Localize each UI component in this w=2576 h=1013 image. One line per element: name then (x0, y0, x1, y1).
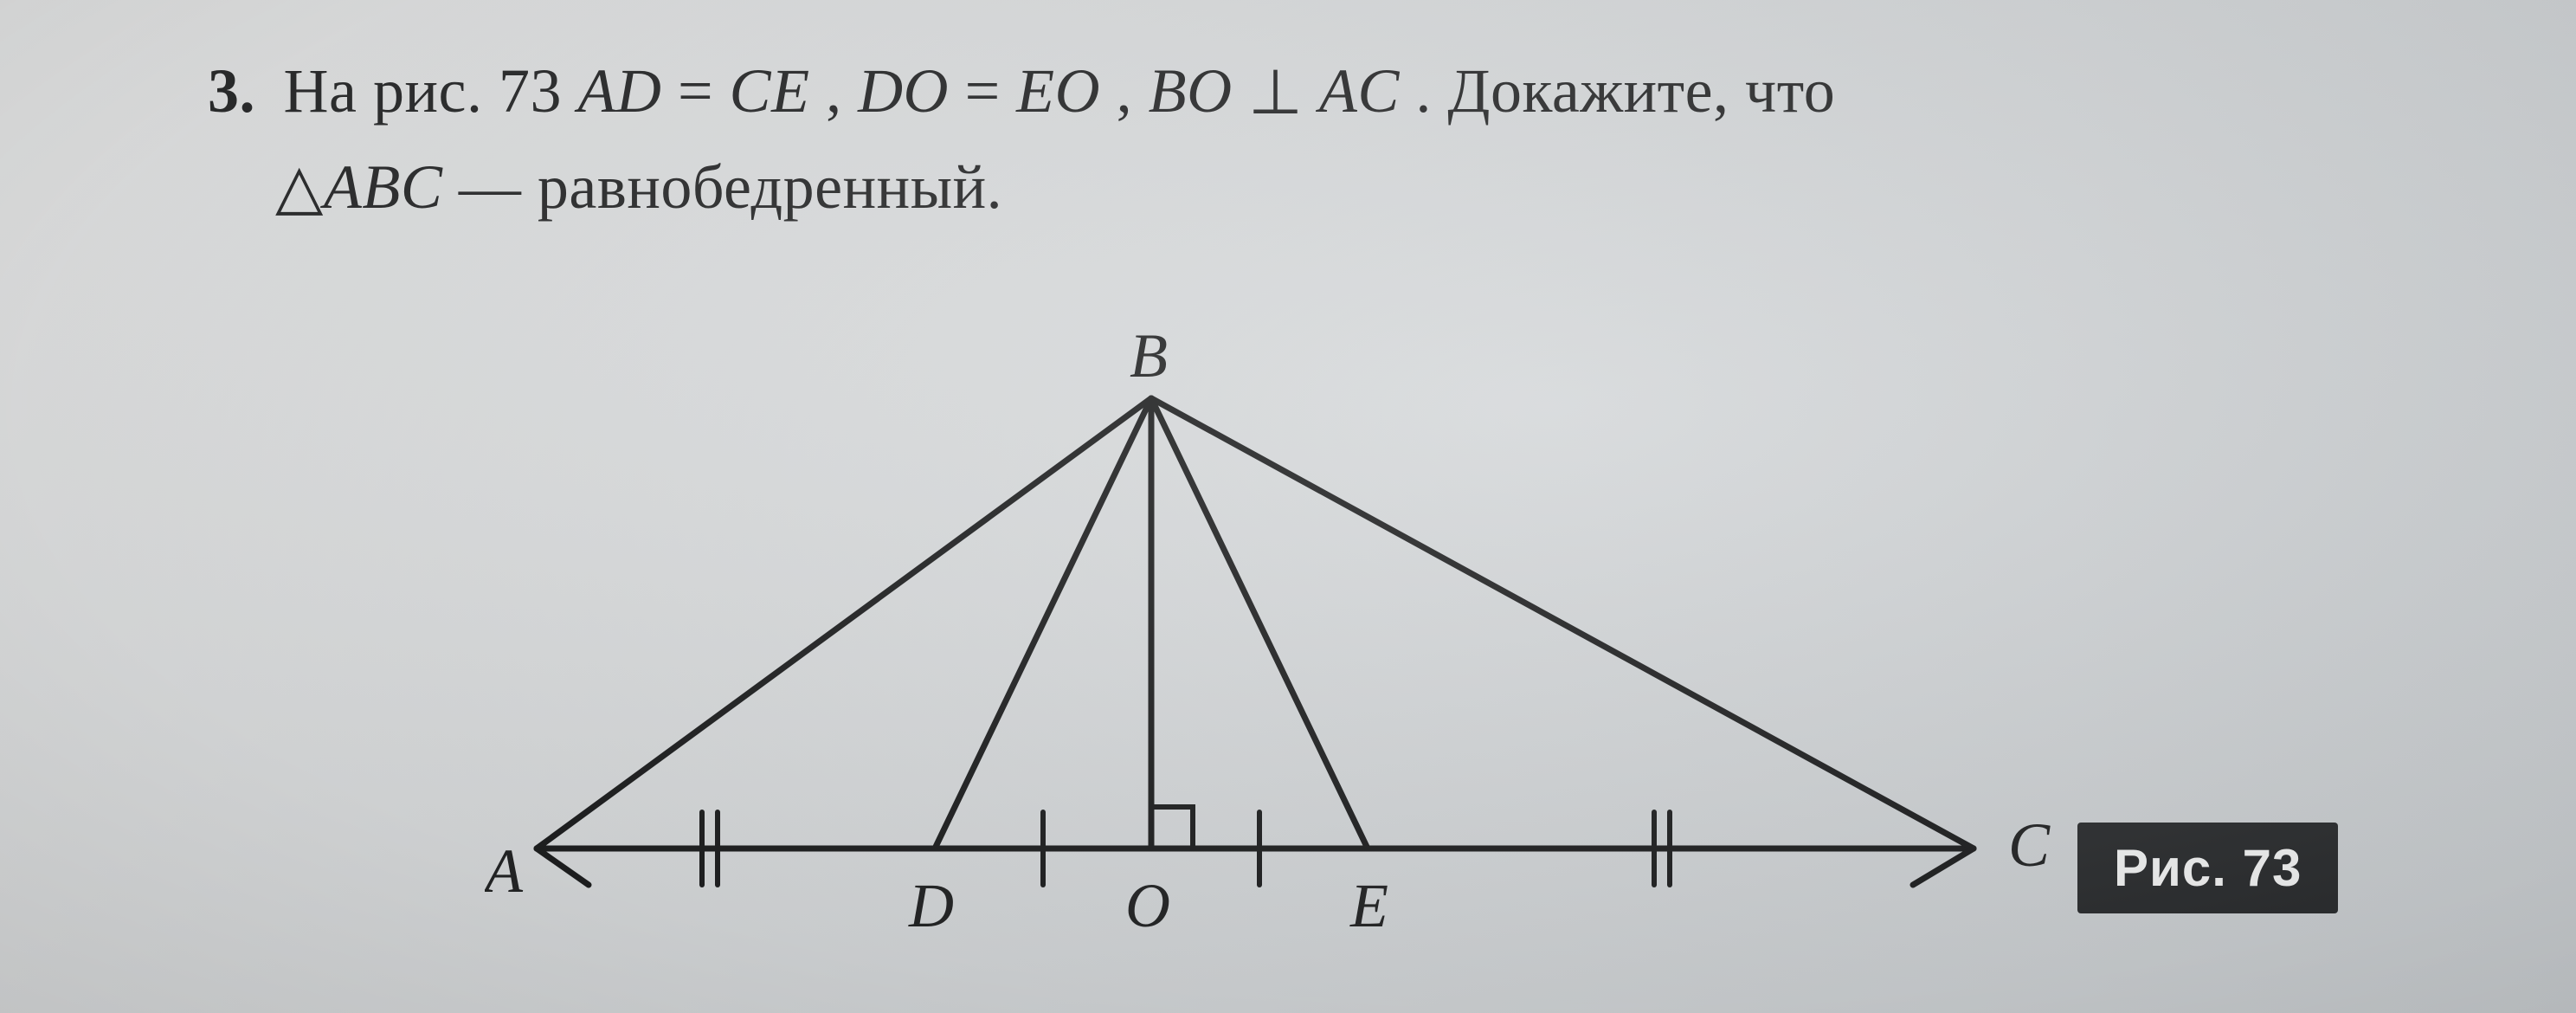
problem-number: 3. (208, 56, 255, 126)
vertex-label-O: O (1125, 871, 1170, 940)
triangle-icon: △ (275, 152, 324, 222)
problem-line-2: △ABC — равнобедренный. (275, 145, 2472, 229)
eq2-rhs: EO (1016, 56, 1100, 126)
comma-1: , (826, 56, 858, 126)
dash: — (459, 152, 538, 222)
figure-caption: Рис. 73 (2077, 823, 2338, 913)
perp-rhs: AC (1319, 56, 1400, 126)
problem-line-1: 3. На рис. 73 AD = CE , DO = EO , BO ⊥ A… (208, 52, 2472, 130)
triangle-name: ABC (324, 152, 442, 222)
problem-statement: 3. На рис. 73 AD = CE , DO = EO , BO ⊥ A… (208, 52, 2472, 229)
eq1-lhs: AD (577, 56, 661, 126)
isosceles-text: равнобедренный. (538, 152, 1002, 222)
perpendicular-icon: ⊥ (1248, 54, 1303, 132)
eq1-rhs: CE (730, 56, 810, 126)
vertex-label-B: B (1130, 329, 1168, 390)
equals-2: = (965, 56, 1017, 126)
figure: A D O E C B (485, 329, 2060, 970)
perp-lhs: BO (1149, 56, 1233, 126)
vertex-label-A: A (485, 836, 524, 906)
triangle-diagram: A D O E C B (485, 329, 2060, 970)
eq2-lhs: DO (858, 56, 949, 126)
text-trailing: . Докажите, что (1415, 56, 1835, 126)
text-leading: На рис. 73 (284, 56, 578, 126)
vertex-label-E: E (1349, 871, 1388, 940)
vertex-label-D: D (908, 871, 954, 940)
vertex-label-C: C (2008, 810, 2051, 880)
equals-1: = (678, 56, 730, 126)
page: 3. На рис. 73 AD = CE , DO = EO , BO ⊥ A… (0, 0, 2576, 1013)
comma-2: , (1117, 56, 1149, 126)
